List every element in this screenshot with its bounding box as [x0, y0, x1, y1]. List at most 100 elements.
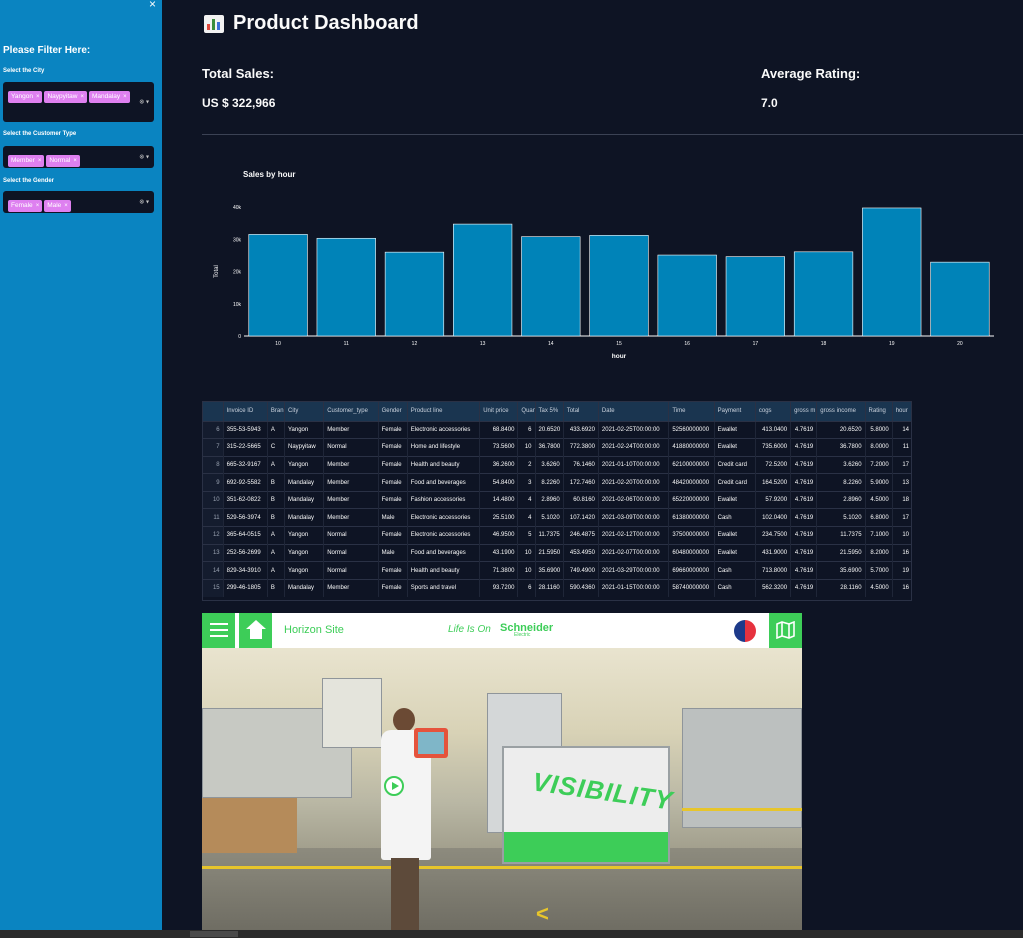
- table-cell: Food and beverages: [407, 473, 481, 492]
- sidebar-close-icon[interactable]: ×: [148, 0, 156, 11]
- column-header[interactable]: gross m: [790, 402, 818, 421]
- remove-tag-icon[interactable]: ×: [73, 158, 77, 164]
- remove-tag-icon[interactable]: ×: [35, 94, 40, 100]
- remove-tag-icon[interactable]: ×: [64, 203, 68, 209]
- gender-tag-female[interactable]: Female ×: [8, 200, 43, 212]
- scrollbar-thumb[interactable]: [190, 931, 238, 937]
- column-header[interactable]: Unit price: [479, 402, 519, 421]
- table-cell: Credit card: [714, 473, 756, 492]
- table-row[interactable]: 12 365-64-0515 A Yangon Normal Female Electron…: [203, 526, 911, 545]
- remove-tag-icon[interactable]: ×: [37, 158, 42, 164]
- clear-dropdown-icon[interactable]: ⊗ ▾: [139, 99, 149, 106]
- city-tag-naypyitaw[interactable]: Naypyitaw ×: [44, 91, 87, 103]
- table-row[interactable]: 10 351-62-0822 B Mandalay Member Female Fashio…: [203, 490, 911, 509]
- column-header[interactable]: Quan: [517, 402, 536, 421]
- chart-bar: [725, 256, 785, 337]
- table-cell: 8.2260: [816, 473, 866, 492]
- data-table[interactable]: Invoice ID Bran City Customer_type Gender Pro…: [202, 401, 912, 601]
- table-cell: 28.1160: [535, 578, 564, 597]
- play-hotspot-icon[interactable]: [384, 776, 404, 796]
- table-cell: Female: [378, 526, 408, 545]
- table-cell: 73.5600: [479, 438, 519, 457]
- sidebar-title: Please Filter Here:: [3, 45, 91, 56]
- column-header[interactable]: hour: [892, 402, 911, 421]
- column-header[interactable]: Total: [563, 402, 599, 421]
- embedded-site[interactable]: Horizon Site Life Is On Schneider Electr…: [202, 613, 802, 930]
- hamburger-menu-icon[interactable]: [202, 613, 235, 648]
- row-index: 9: [203, 473, 224, 492]
- customer-type-multiselect[interactable]: Member × Normal × ⊗ ▾: [3, 146, 154, 168]
- column-header[interactable]: Date: [598, 402, 670, 421]
- gender-filter-label: Select the Gender: [3, 178, 55, 184]
- column-header[interactable]: gross income: [816, 402, 866, 421]
- customer-type-tag-normal[interactable]: Normal ×: [46, 155, 80, 167]
- table-cell: 4: [517, 508, 536, 527]
- table-cell: Female: [378, 455, 408, 474]
- table-row[interactable]: 13 252-56-2699 A Yangon Normal Male Food and b…: [203, 543, 911, 562]
- table-cell: 5.9000: [865, 473, 893, 492]
- table-cell: Naypyitaw: [284, 438, 325, 457]
- column-header[interactable]: [203, 402, 224, 421]
- column-header[interactable]: Customer_type: [323, 402, 379, 421]
- column-header[interactable]: cogs: [755, 402, 792, 421]
- table-cell: 37500000000: [668, 526, 715, 545]
- average-rating-value: 7.0: [761, 96, 778, 110]
- chart-bar: [384, 251, 445, 337]
- table-cell: 14.4800: [479, 490, 519, 509]
- remove-tag-icon[interactable]: ×: [35, 203, 40, 209]
- table-cell: Sports and travel: [407, 578, 481, 597]
- table-cell: 4.7619: [790, 561, 818, 580]
- table-row[interactable]: 11 529-56-3974 B Mandalay Member Male Electron…: [203, 508, 911, 527]
- column-header[interactable]: Tax 5%: [535, 402, 564, 421]
- language-flag-icon[interactable]: [734, 620, 756, 642]
- nav-arrow-left-icon[interactable]: <: [536, 901, 549, 926]
- remove-tag-icon[interactable]: ×: [80, 94, 84, 100]
- map-icon[interactable]: [769, 613, 802, 648]
- table-cell: Ewallet: [714, 490, 756, 509]
- gender-multiselect[interactable]: Female × Male × ⊗ ▾: [3, 191, 154, 213]
- table-cell: 665-32-9167: [223, 455, 268, 474]
- table-row[interactable]: 14 829-34-3910 A Yangon Normal Female Health a…: [203, 561, 911, 580]
- customer-type-filter-label: Select the Customer Type: [3, 131, 77, 137]
- table-cell: 5.1020: [535, 508, 564, 527]
- column-header[interactable]: Bran: [267, 402, 285, 421]
- table-cell: Member: [323, 473, 379, 492]
- remove-tag-icon[interactable]: ×: [123, 94, 127, 100]
- home-icon[interactable]: [239, 613, 272, 648]
- sales-by-hour-chart[interactable]: Sales by hour 0 10k 20k 30k 40k Total 10 11 12 13 1…: [202, 160, 1002, 365]
- table-row[interactable]: 9 692-92-5582 B Mandalay Member Female Food an…: [203, 473, 911, 492]
- table-cell: Electronic accessories: [407, 526, 481, 545]
- table-cell: Health and beauty: [407, 561, 481, 580]
- table-cell: 107.1420: [563, 508, 599, 527]
- table-cell: 4.7619: [790, 578, 818, 597]
- row-index: 10: [203, 490, 224, 509]
- column-header[interactable]: Gender: [378, 402, 408, 421]
- table-cell: 413.0400: [755, 420, 792, 439]
- city-multiselect[interactable]: Yangon × Naypyitaw × Mandalay × ⊗ ▾: [3, 82, 154, 122]
- table-row[interactable]: 8 665-32-9167 A Yangon Member Female Health an…: [203, 455, 911, 474]
- column-header[interactable]: City: [284, 402, 325, 421]
- customer-type-tag-member[interactable]: Member ×: [8, 155, 45, 167]
- x-tick-label: 11: [344, 341, 349, 347]
- column-header[interactable]: Payment: [714, 402, 756, 421]
- page-title: Product Dashboard: [204, 12, 419, 35]
- table-row[interactable]: 15 299-46-1805 B Mandalay Member Female Sports…: [203, 578, 911, 597]
- table-cell: 351-62-0822: [223, 490, 268, 509]
- column-header[interactable]: Invoice ID: [223, 402, 268, 421]
- gender-tag-male[interactable]: Male ×: [44, 200, 71, 212]
- clear-dropdown-icon[interactable]: ⊗ ▾: [139, 199, 149, 206]
- column-header[interactable]: Rating: [865, 402, 893, 421]
- table-cell: 58740000000: [668, 578, 715, 597]
- horizontal-scrollbar[interactable]: [0, 930, 1023, 938]
- chart-bar: [589, 235, 649, 337]
- city-tag-mandalay[interactable]: Mandalay ×: [88, 91, 130, 103]
- table-row[interactable]: 6 355-53-5943 A Yangon Member Female Electroni…: [203, 420, 911, 439]
- table-row[interactable]: 7 315-22-5665 C Naypyitaw Normal Female Home a…: [203, 438, 911, 457]
- column-header[interactable]: Time: [668, 402, 715, 421]
- clear-dropdown-icon[interactable]: ⊗ ▾: [139, 154, 149, 161]
- table-cell: Food and beverages: [407, 543, 481, 562]
- table-cell: 772.3800: [563, 438, 599, 457]
- city-tag-yangon[interactable]: Yangon ×: [8, 91, 43, 103]
- column-header[interactable]: Product line: [407, 402, 481, 421]
- table-cell: Member: [323, 420, 379, 439]
